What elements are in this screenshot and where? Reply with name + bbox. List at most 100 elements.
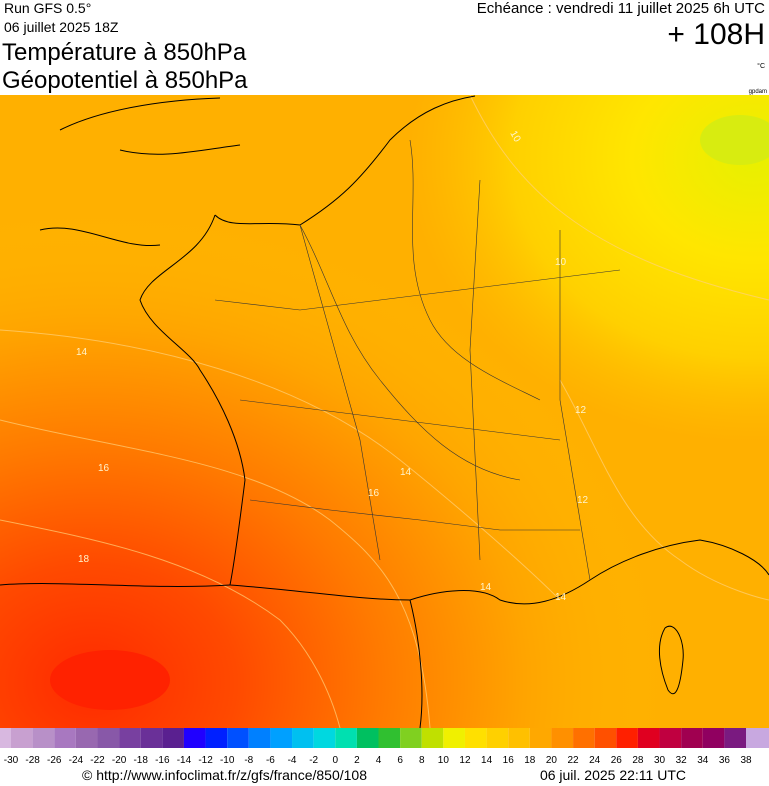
legend-tick-label: -18 <box>133 755 148 766</box>
contour-line <box>0 419 431 729</box>
legend-tick-label: -12 <box>198 755 213 766</box>
legend-tick-label: 36 <box>719 755 731 766</box>
legend-swatch <box>378 728 401 748</box>
contour-label: 12 <box>577 495 589 506</box>
cool-field <box>0 95 769 728</box>
legend-swatch <box>464 728 487 748</box>
legend-tick-label: -20 <box>112 755 127 766</box>
legend-swatch <box>551 728 574 748</box>
legend-tick-label: 30 <box>654 755 666 766</box>
contour-label: 14 <box>76 347 88 358</box>
contour-line <box>469 94 769 301</box>
legend-swatch <box>248 728 271 748</box>
legend-swatch <box>32 728 55 748</box>
legend-tick-label: 28 <box>632 755 644 766</box>
legend-tick-label: -30 <box>4 755 19 766</box>
legend-tick-label: -8 <box>244 755 253 766</box>
legend-tick-label: -10 <box>220 755 235 766</box>
legend-tick-label: -2 <box>309 755 318 766</box>
coastline <box>139 95 769 605</box>
legend-tick-label: -14 <box>177 755 192 766</box>
legend-tick-label: -4 <box>288 755 297 766</box>
legend-swatch <box>594 728 617 748</box>
contour-label: 14 <box>555 592 567 603</box>
department-borders <box>214 139 621 581</box>
contour-label: 10 <box>555 257 567 268</box>
contour-label: 18 <box>78 554 90 565</box>
color-legend: -30 -28 -26 -24 -22 -20 -18 -16 -14 -12 -10 -8 -6 -4-… <box>0 728 769 766</box>
legend-tick-label: 6 <box>397 755 403 766</box>
legend-swatch <box>702 728 725 748</box>
legend-swatch <box>227 728 249 748</box>
forecast-time: Echéance : vendredi 11 juillet 2025 6h U… <box>477 0 765 17</box>
legend-swatch <box>724 728 746 748</box>
legend-swatch <box>75 728 98 748</box>
timestamp: 06 juil. 2025 22:11 UTC <box>540 767 686 783</box>
legend-swatch <box>486 728 509 748</box>
legend-tick-label: -22 <box>90 755 105 766</box>
legend-swatch <box>746 728 769 748</box>
legend-tick-label: 8 <box>419 755 425 766</box>
legend-swatch <box>11 728 33 748</box>
cool-core <box>700 115 769 165</box>
legend-swatch <box>313 728 336 748</box>
legend-tick-label: 12 <box>459 755 471 766</box>
legend-swatch <box>421 728 444 748</box>
contour-label: 14 <box>480 582 492 593</box>
legend-swatch <box>529 728 552 748</box>
legend-tick-label: 14 <box>481 755 493 766</box>
legend-tick-label: 38 <box>740 755 752 766</box>
title-geopotential: Géopotentiel à 850hPa <box>2 67 248 94</box>
contour-line <box>0 329 561 601</box>
unit-label: °C <box>757 62 765 70</box>
legend-swatch <box>637 728 660 748</box>
title-temperature: Température à 850hPa <box>2 39 247 66</box>
contour-label: 14 <box>400 467 412 478</box>
run-date: 06 juillet 2025 18Z <box>4 19 119 35</box>
legend-swatch <box>292 728 314 748</box>
legend-swatch <box>508 728 530 748</box>
legend-tick-label: 20 <box>546 755 558 766</box>
legend-tick-label: 4 <box>376 755 382 766</box>
run-label: Run GFS 0.5° <box>4 0 91 16</box>
legend-tick-label: -6 <box>266 755 275 766</box>
contour-label: 16 <box>98 463 110 474</box>
legend-tick-label: 24 <box>589 755 601 766</box>
legend-tick-label: 32 <box>676 755 688 766</box>
legend-tick-label: 22 <box>567 755 579 766</box>
unit-gpdam: gpdam <box>749 89 767 95</box>
legend-tick-label: 34 <box>697 755 709 766</box>
legend-swatch <box>54 728 76 748</box>
coastline <box>0 583 423 729</box>
map-area: 10 10 14 16 18 16 14 12 12 14 14 <box>0 94 769 729</box>
legend-tick-label: 18 <box>524 755 536 766</box>
legend-swatch <box>400 728 422 748</box>
legend-swatch <box>270 728 293 748</box>
contour-label: 12 <box>575 405 587 416</box>
legend-swatch <box>119 728 141 748</box>
legend-tick-label: 2 <box>354 755 360 766</box>
legend-tick-label: -24 <box>69 755 84 766</box>
legend-tick-label: 26 <box>611 755 623 766</box>
legend-tick-label: 10 <box>438 755 450 766</box>
legend-swatch <box>0 728 11 748</box>
legend-swatch <box>443 728 465 748</box>
legend-swatch <box>681 728 703 748</box>
corsica <box>659 625 684 695</box>
legend-swatch <box>97 728 120 748</box>
coastline <box>39 97 241 247</box>
legend-tick-label: 0 <box>332 755 338 766</box>
legend-swatch <box>356 728 379 748</box>
legend-swatch <box>205 728 228 748</box>
legend-swatch <box>659 728 682 748</box>
contour-label: 16 <box>368 488 380 499</box>
contour-line <box>559 379 769 601</box>
legend-swatch <box>573 728 595 748</box>
legend-tick-label: -26 <box>47 755 62 766</box>
legend-swatch <box>616 728 638 748</box>
legend-swatch <box>162 728 184 748</box>
legend-tick-label: 16 <box>503 755 515 766</box>
legend-tick-label: -28 <box>25 755 40 766</box>
